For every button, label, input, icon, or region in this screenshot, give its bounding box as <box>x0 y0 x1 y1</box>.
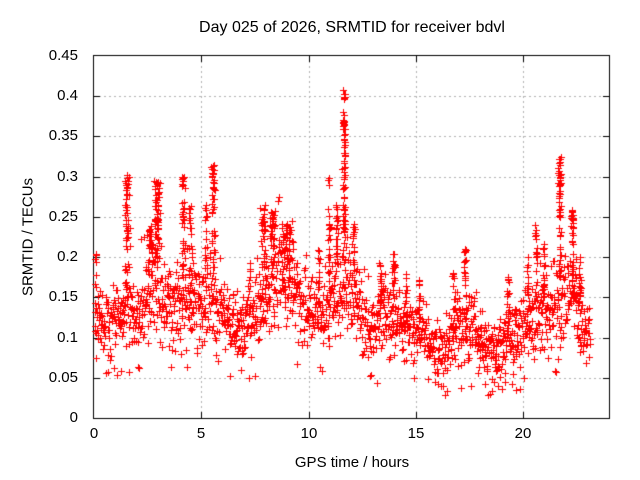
y-axis-label: SRMTID / TECUs <box>19 177 37 297</box>
y-tick-label: 0.45 <box>48 47 78 64</box>
y-tick-label: 0.35 <box>48 127 78 144</box>
chart-title: Day 025 of 2026, SRMTID for receiver bdv… <box>199 19 505 36</box>
x-tick-label: 5 <box>196 425 206 442</box>
y-tick-label: 0.2 <box>57 248 78 265</box>
x-tick-label: 15 <box>407 425 425 442</box>
y-tick-label: 0.1 <box>57 329 78 346</box>
x-axis-label: GPS time / hours <box>294 454 410 471</box>
y-tick-label: 0 <box>69 409 78 426</box>
x-tick-label: 20 <box>514 425 532 442</box>
y-tick-label: 0.15 <box>48 288 78 305</box>
y-tick-label: 0.05 <box>48 369 78 386</box>
y-tick-label: 0.4 <box>57 87 78 104</box>
x-tick-label: 0 <box>89 425 99 442</box>
y-tick-label: 0.3 <box>57 168 78 185</box>
y-tick-label: 0.25 <box>48 208 78 225</box>
x-tick-label: 10 <box>300 425 318 442</box>
